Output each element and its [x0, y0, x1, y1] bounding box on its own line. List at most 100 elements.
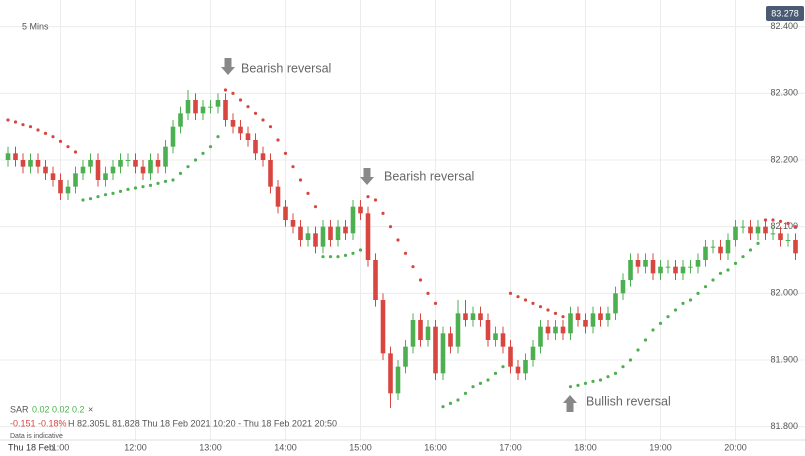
sar-dot — [336, 255, 340, 259]
sar-dot — [103, 193, 108, 197]
sar-dot — [156, 181, 160, 185]
candle-body — [553, 326, 558, 334]
y-tick-label: 82.300 — [770, 88, 798, 98]
sar-dot — [328, 255, 333, 259]
sar-dot — [208, 145, 213, 149]
annotation: Bullish reversal — [586, 394, 671, 408]
candle-body — [253, 140, 258, 154]
sar-dot — [486, 378, 490, 382]
sar-dot — [193, 158, 198, 162]
y-tick-label: 82.100 — [770, 221, 798, 231]
candle-body — [43, 166, 48, 174]
candle-body — [80, 166, 86, 174]
candle-body — [523, 360, 528, 374]
x-tick-label: 12:00 — [124, 442, 147, 452]
candle-body — [785, 240, 791, 241]
sar-dot — [141, 185, 145, 189]
candle-body — [500, 333, 506, 347]
sar-dot — [313, 205, 318, 209]
sar-dot — [223, 88, 228, 92]
sar-dot — [546, 308, 550, 312]
candle-body — [493, 333, 498, 340]
candle-body — [313, 233, 318, 247]
candle-body — [710, 246, 716, 248]
candle-body — [13, 153, 18, 160]
sar-dot — [28, 125, 33, 129]
candle-body — [148, 160, 153, 174]
sar-dot — [741, 255, 745, 259]
sar-dot — [636, 348, 640, 352]
candle-body — [88, 160, 93, 167]
stat-range: Thu 18 Feb 2021 10:20 - Thu 18 Feb 2021 … — [142, 418, 337, 428]
sar-dot — [591, 379, 595, 383]
candle-body — [440, 333, 446, 374]
sar-dot — [178, 171, 183, 175]
sar-dot — [171, 178, 175, 182]
candle-body — [283, 206, 288, 220]
sar-dot — [51, 135, 55, 139]
x-tick-label: 15:00 — [349, 442, 372, 452]
sar-dot — [238, 98, 243, 102]
sar-dot — [418, 278, 423, 282]
candle-body — [388, 353, 393, 394]
candle-body — [125, 160, 131, 161]
sar-dot — [96, 195, 100, 199]
candle-body — [643, 260, 648, 267]
sar-dot — [231, 91, 235, 95]
candle-body — [200, 106, 206, 114]
sar-dot — [306, 191, 310, 195]
sar-dot — [733, 261, 738, 265]
candle-body — [28, 160, 33, 167]
candle-body — [208, 106, 213, 108]
sar-dot — [366, 195, 370, 199]
sar-dot — [501, 365, 505, 369]
sar-dot — [261, 118, 265, 122]
candle-body — [673, 266, 678, 274]
y-tick-label: 81.900 — [770, 354, 798, 364]
candle-body — [733, 226, 738, 240]
candle-body — [215, 100, 221, 107]
candle-body — [268, 160, 273, 187]
change: -0.151 — [10, 418, 36, 428]
sar-dot — [516, 295, 520, 299]
sar-dot — [58, 139, 63, 143]
sar-dot — [583, 381, 588, 385]
sar-dot — [216, 135, 220, 139]
sar-dot — [703, 285, 708, 289]
candle-body — [688, 266, 693, 268]
candle-body — [755, 226, 761, 234]
candle-body — [463, 313, 468, 320]
candle-body — [725, 240, 731, 254]
sar-dot — [561, 315, 565, 319]
sar-dot — [786, 221, 790, 225]
stat-low: L 81.828 — [105, 418, 140, 428]
candle-body — [230, 120, 236, 127]
annotation-arrow — [221, 58, 235, 75]
sar-dot — [538, 305, 543, 309]
x-tick-label: 14:00 — [274, 442, 297, 452]
candle-body — [455, 313, 461, 347]
sar-dot — [6, 118, 10, 122]
annotation: Bearish reversal — [241, 61, 331, 75]
candle-body — [530, 346, 536, 360]
sar-dot — [748, 248, 753, 252]
sar-dot — [268, 125, 273, 129]
sar-dot — [358, 248, 363, 252]
y-tick-label: 81.800 — [770, 421, 798, 431]
sar-dot — [531, 301, 535, 305]
candle-body — [613, 293, 618, 314]
sar-dot — [763, 218, 768, 222]
candle-body — [305, 233, 311, 240]
candle-body — [748, 226, 753, 234]
indicator-close[interactable]: × — [88, 404, 93, 414]
sar-dot — [666, 315, 670, 319]
last-price-box — [766, 6, 804, 21]
candle-body — [658, 266, 663, 274]
candle-body — [545, 326, 551, 334]
sar-dot — [681, 301, 685, 305]
candle-body — [103, 173, 108, 180]
sar-dot — [568, 385, 573, 389]
sar-dot — [148, 183, 153, 187]
candle-body — [155, 160, 161, 167]
